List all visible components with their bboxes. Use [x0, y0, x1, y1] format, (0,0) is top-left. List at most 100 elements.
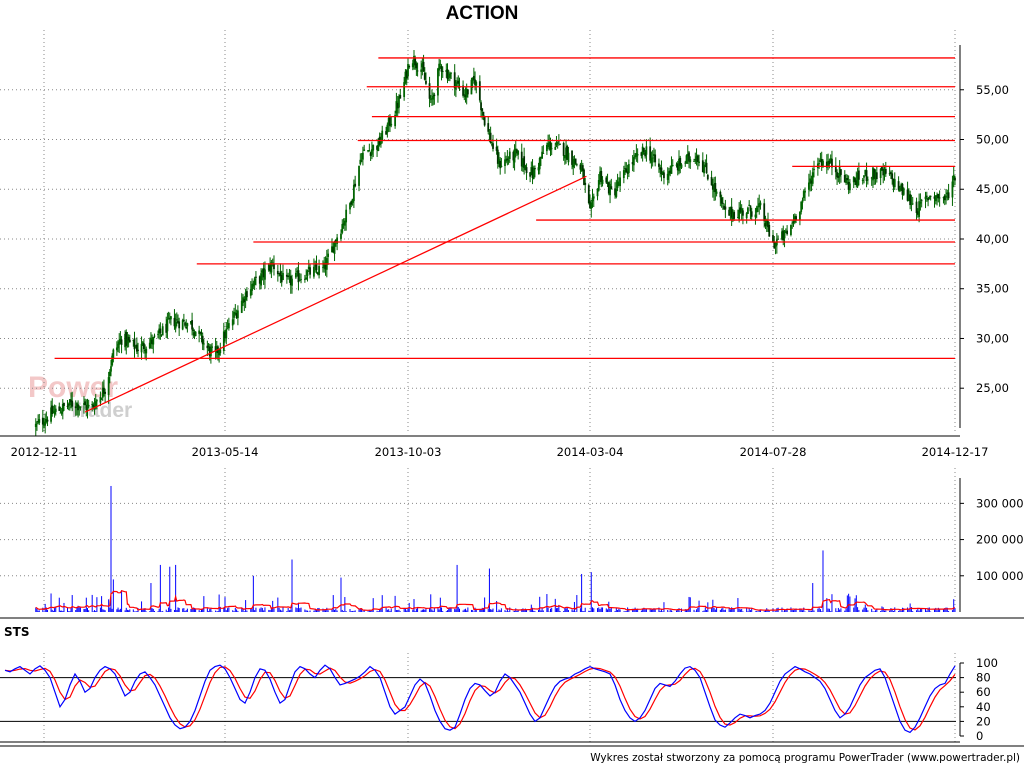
price-candle-body	[71, 400, 74, 407]
price-candle-body	[919, 202, 922, 204]
price-candle-body	[675, 164, 678, 166]
price-candle-body	[704, 164, 707, 168]
price-candle-body	[747, 207, 749, 214]
price-candle-body	[127, 337, 130, 341]
price-candle-body	[83, 403, 85, 405]
price-candle-body	[893, 179, 896, 188]
price-candle-body	[306, 270, 309, 276]
price-candle-body	[496, 149, 499, 164]
price-candle-body	[619, 177, 621, 187]
price-candle-body	[287, 275, 290, 278]
price-candle-body	[713, 184, 715, 193]
price-candle-body	[316, 272, 319, 275]
price-candle-body	[574, 158, 577, 164]
price-candle-body	[772, 235, 774, 242]
price-candle-body	[748, 204, 751, 206]
price-candle-body	[818, 163, 821, 164]
price-candle-body	[934, 195, 937, 202]
sts-y-tick-label: 100	[976, 656, 998, 670]
price-candle-body	[36, 422, 38, 424]
price-candle-body	[399, 94, 402, 99]
price-candle-body	[506, 158, 509, 161]
price-candle-body	[168, 318, 171, 320]
price-candle-body	[915, 201, 918, 214]
grid-layer	[0, 30, 956, 742]
price-candle-body	[513, 149, 516, 163]
price-candle-body	[840, 169, 842, 175]
price-candle-body	[645, 146, 648, 155]
price-candle-body	[719, 191, 722, 198]
price-candle-body	[547, 142, 549, 148]
price-candle-body	[728, 209, 731, 216]
price-candle-body	[101, 387, 104, 398]
price-candle-body	[763, 203, 766, 222]
price-candle-body	[343, 220, 346, 226]
price-candle-body	[729, 207, 732, 215]
price-candle-body	[199, 332, 202, 334]
price-candle-body	[571, 150, 573, 165]
price-candle-body	[813, 168, 815, 171]
price-candle-body	[759, 202, 762, 206]
price-candle-body	[332, 246, 335, 253]
price-candle-body	[74, 406, 77, 409]
price-candle-body	[609, 184, 611, 196]
price-candle-body	[140, 343, 143, 353]
price-candle-body	[559, 143, 561, 145]
price-candle-body	[774, 242, 777, 247]
price-candle-body	[811, 172, 814, 184]
price-candle-body	[411, 63, 414, 68]
price-candle-body	[124, 333, 126, 348]
price-candle-body	[600, 170, 603, 183]
price-candle-body	[236, 310, 239, 319]
price-candle-body	[170, 316, 172, 320]
price-candle-body	[857, 170, 860, 180]
price-candle-body	[38, 419, 41, 423]
price-candle-body	[715, 191, 718, 194]
price-candle-body	[462, 85, 464, 96]
price-candle-body	[615, 188, 618, 197]
price-candle-body	[890, 172, 892, 175]
price-candle-body	[632, 157, 635, 166]
price-candle-body	[742, 210, 744, 216]
price-candle-body	[125, 331, 128, 346]
price-candle-body	[634, 155, 637, 158]
price-candle-body	[701, 160, 704, 173]
price-candle-body	[550, 148, 553, 150]
price-candle-body	[414, 58, 417, 66]
price-candle-body	[186, 323, 189, 327]
price-candle-body	[888, 173, 891, 175]
price-candle-body	[258, 276, 261, 284]
price-candle-body	[300, 278, 302, 280]
price-candle-body	[313, 266, 315, 277]
price-candle-body	[276, 270, 279, 275]
price-candle-body	[795, 216, 797, 220]
price-candle-body	[610, 186, 613, 189]
x-tick-label: 2013-05-14	[192, 445, 259, 459]
price-candle-body	[34, 423, 37, 427]
price-candle-body	[429, 99, 432, 101]
price-candle-body	[489, 132, 492, 143]
price-candle-body	[152, 337, 155, 345]
price-candle-body	[669, 170, 672, 174]
price-candle-body	[622, 170, 625, 179]
price-candle-body	[413, 55, 415, 65]
price-candle-body	[584, 182, 587, 185]
price-candle-body	[438, 63, 441, 71]
price-candle-body	[836, 172, 838, 178]
price-candle-body	[694, 159, 697, 161]
price-candle-body	[43, 424, 45, 426]
x-tick-label: 2013-10-03	[375, 445, 442, 459]
price-candle-body	[755, 207, 758, 213]
price-candle-body	[264, 269, 266, 280]
price-candle-body	[714, 182, 717, 192]
price-candle-body	[112, 349, 115, 358]
price-candle-body	[554, 146, 557, 150]
price-candle-body	[909, 194, 912, 206]
price-candle-body	[273, 263, 275, 270]
x-tick-label: 2014-03-04	[557, 445, 624, 459]
price-candle-body	[829, 158, 832, 163]
price-candle-body	[847, 181, 850, 190]
price-candle-body	[605, 177, 608, 183]
price-candle-body	[58, 406, 61, 411]
price-candle-body	[354, 183, 357, 187]
